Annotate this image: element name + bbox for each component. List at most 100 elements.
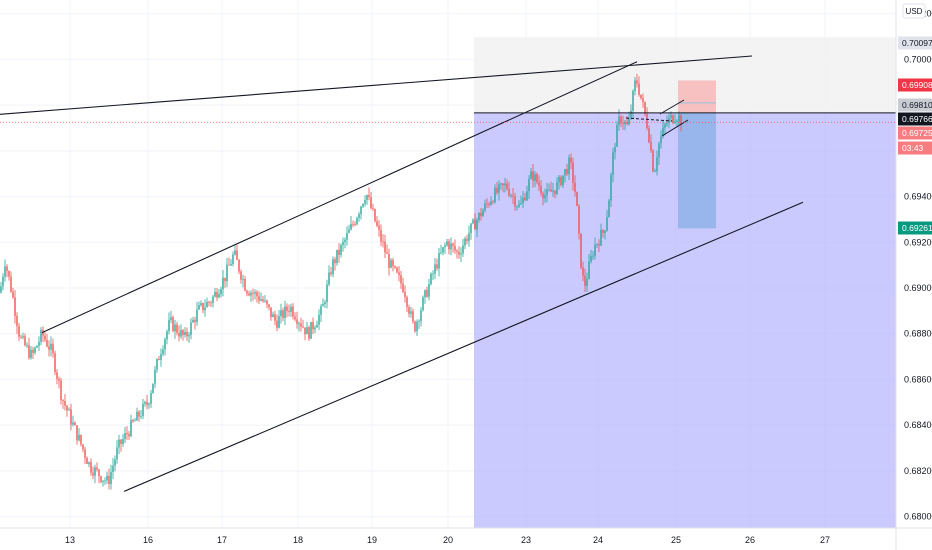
- candle-body: [394, 266, 396, 268]
- candle: [122, 433, 124, 448]
- candle-body: [222, 277, 224, 290]
- candle-body: [426, 290, 428, 297]
- candle: [530, 167, 532, 180]
- stop-loss-box[interactable]: [678, 80, 716, 113]
- candle: [268, 303, 270, 311]
- candle-body: [652, 150, 654, 172]
- candle: [388, 248, 390, 276]
- candle-body: [2, 276, 4, 287]
- candle-body: [132, 420, 134, 422]
- currency-button[interactable]: USD: [902, 3, 926, 19]
- candle: [414, 320, 416, 333]
- pennant-upper-line[interactable]: [659, 99, 685, 115]
- candle: [238, 258, 240, 275]
- candle-body: [500, 183, 502, 185]
- candle-body: [452, 243, 454, 246]
- candle-body: [630, 110, 632, 118]
- trendline[interactable]: [41, 61, 638, 334]
- candle: [14, 289, 16, 324]
- candle: [40, 327, 42, 346]
- candle-body: [632, 90, 634, 111]
- candle-body: [160, 354, 162, 360]
- trendlines[interactable]: [0, 55, 804, 492]
- candle: [58, 376, 60, 389]
- candle: [286, 303, 288, 318]
- pennant-lower-line[interactable]: [661, 119, 689, 137]
- candle: [350, 215, 352, 231]
- candle: [124, 426, 126, 444]
- candle: [434, 258, 436, 280]
- candle: [592, 251, 594, 261]
- candle-body: [598, 243, 600, 246]
- time-axis[interactable]: 13 16 17 18 19 20 23 24 25 26 27: [65, 535, 830, 545]
- candle: [472, 218, 474, 225]
- candle: [180, 324, 182, 339]
- candle: [324, 299, 326, 309]
- candle: [342, 237, 344, 252]
- candle-body: [296, 319, 298, 324]
- trendline[interactable]: [0, 55, 753, 115]
- candle-body: [668, 117, 670, 123]
- candle: [228, 257, 230, 266]
- take-profit-box[interactable]: [678, 112, 716, 229]
- candle: [558, 175, 560, 190]
- candle-body: [92, 472, 94, 476]
- candle-body: [276, 320, 278, 328]
- candle: [532, 164, 534, 188]
- candle-body: [518, 204, 520, 207]
- candle-body: [56, 372, 58, 379]
- candle-body: [72, 422, 74, 425]
- position-tool[interactable]: [678, 80, 716, 229]
- candle: [334, 256, 336, 271]
- candle: [2, 273, 4, 291]
- candle-body: [340, 245, 342, 255]
- candle: [188, 331, 190, 343]
- time-tick-label: 23: [521, 535, 531, 545]
- price-badges: 0.70097 0.69908 0.69810 0.69766 0.69725 03:43…: [898, 36, 932, 235]
- candle: [300, 317, 302, 332]
- candle-body: [102, 480, 104, 482]
- candle-body: [620, 116, 622, 123]
- candle-body: [68, 409, 70, 411]
- candle: [202, 302, 204, 314]
- candle: [46, 333, 48, 348]
- price-badge-label: 0.69810: [902, 100, 932, 110]
- candle: [622, 115, 624, 130]
- time-tick-label: 19: [367, 535, 377, 545]
- candle-body: [38, 341, 40, 346]
- candle: [48, 340, 50, 357]
- candle-body: [572, 162, 574, 183]
- candle-body: [58, 378, 60, 381]
- candle: [292, 302, 294, 320]
- candle: [606, 209, 608, 232]
- trendline[interactable]: [123, 201, 804, 492]
- candle: [628, 111, 630, 126]
- candle: [278, 309, 280, 329]
- candle-body: [390, 260, 392, 268]
- candle-body: [502, 183, 504, 186]
- time-tick-label: 20: [443, 535, 453, 545]
- candle-body: [496, 187, 498, 193]
- candle: [126, 426, 128, 440]
- candle-body: [470, 223, 472, 234]
- candle-body: [596, 243, 598, 245]
- pennant-dashed-line[interactable]: [625, 117, 673, 122]
- price-badge-label: 0.69766: [902, 114, 932, 124]
- candle: [672, 114, 674, 125]
- candle-body: [560, 176, 562, 186]
- candle: [248, 290, 250, 297]
- candle-body: [398, 272, 400, 276]
- candle-body: [576, 191, 578, 207]
- candle-body: [78, 434, 80, 441]
- candle-body: [454, 245, 456, 251]
- candle-body: [530, 171, 532, 180]
- candle-body: [248, 293, 250, 296]
- candle-body: [186, 331, 188, 337]
- candle: [348, 224, 350, 234]
- candle: [484, 199, 486, 213]
- candle: [512, 188, 514, 205]
- candle-body: [540, 186, 542, 194]
- candle-body: [526, 191, 528, 201]
